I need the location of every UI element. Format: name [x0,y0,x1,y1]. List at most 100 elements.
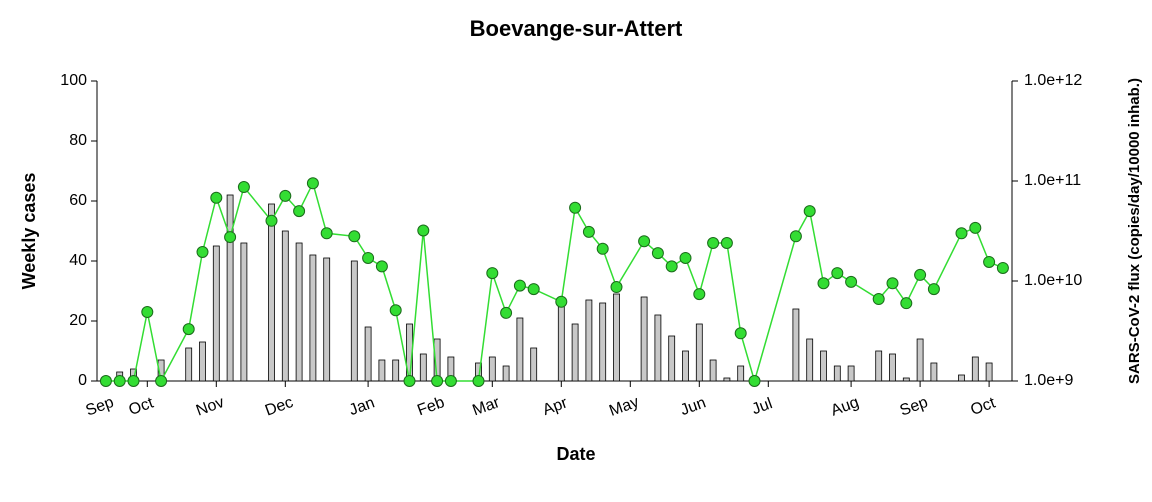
marker [141,305,154,318]
marker [610,281,623,294]
y-tick-label: 20 [69,312,87,329]
marker [803,205,816,218]
x-tick-label: Nov [194,394,227,420]
bar [875,350,883,382]
marker [996,261,1009,274]
x-tick-label: Jul [750,395,775,418]
bar [916,338,924,382]
y-tick-label: 100 [60,72,87,89]
marker [513,279,526,292]
bar [530,347,538,382]
bar [185,347,193,382]
bar [737,365,745,382]
marker [983,255,996,268]
bar [516,317,524,382]
y2-axis-title: SARS-CoV-2 flux (copies/day/10000 inhab.… [1126,78,1143,384]
y-tick-label: 60 [69,192,87,209]
marker [320,227,333,240]
marker [555,295,568,308]
x-tick-label: Aug [829,394,862,420]
bar [295,242,303,382]
marker [872,293,885,306]
bar [226,194,234,382]
bar [268,203,275,382]
bar [695,323,703,382]
marker [734,327,747,340]
y-tick-label: 0 [78,372,87,389]
bar [419,353,427,382]
marker [155,375,168,387]
bar [502,365,510,382]
marker [955,227,968,240]
y2-tick-label: 1.0e+12 [1024,72,1082,89]
marker [817,277,830,290]
marker [969,221,982,234]
marker [693,288,706,301]
marker [237,181,250,194]
bar [392,359,400,382]
marker [789,230,802,243]
marker [375,260,388,273]
bar [364,326,372,382]
bar [571,323,579,382]
marker [707,236,720,249]
x-tick-label: Feb [415,394,447,419]
bar [847,365,855,382]
y-tick-label: 80 [69,132,87,149]
marker [500,306,513,319]
y2-tick-label: 1.0e+9 [1024,372,1073,389]
y2-tick-label: 1.0e+10 [1024,272,1082,289]
marker [196,245,209,258]
marker [99,375,112,387]
bar [350,260,358,382]
bar [709,359,717,382]
x-axis-title: Date [556,444,595,464]
bar [930,362,938,382]
marker [748,375,761,387]
bar [806,338,814,382]
y2-tick-label: 1.0e+11 [1024,172,1081,189]
bar [902,377,910,382]
bar [971,356,979,382]
marker [582,225,595,238]
bar [557,302,565,382]
marker [306,177,319,190]
bar [640,296,648,382]
marker [431,375,444,387]
line [105,181,1004,384]
marker [389,304,402,317]
bar [889,353,896,382]
bar [281,230,289,382]
x-tick-label: Jan [347,394,377,419]
marker [265,214,278,227]
marker [486,267,499,280]
y-tick-label: 40 [69,252,87,269]
x-tick-label: May [607,394,641,420]
marker [596,242,609,255]
bar [723,377,731,382]
marker [182,323,195,336]
marker [720,236,733,249]
bar [833,365,841,382]
marker [886,277,899,290]
bar [668,335,676,382]
marker [651,247,664,260]
bar [212,245,220,382]
marker [348,230,361,243]
bar [654,314,662,382]
marker [527,283,540,296]
bar [199,341,206,382]
x-tick-label: Sep [84,394,117,420]
marker [472,375,485,387]
marker [900,297,913,310]
x-tick-label: Apr [541,394,571,419]
bar [309,254,317,382]
marker [293,205,306,218]
bar [378,359,386,382]
x-tick-label: Dec [263,394,296,420]
marker [444,375,457,387]
bar [985,362,993,382]
marker [403,375,416,387]
marker [569,201,582,214]
